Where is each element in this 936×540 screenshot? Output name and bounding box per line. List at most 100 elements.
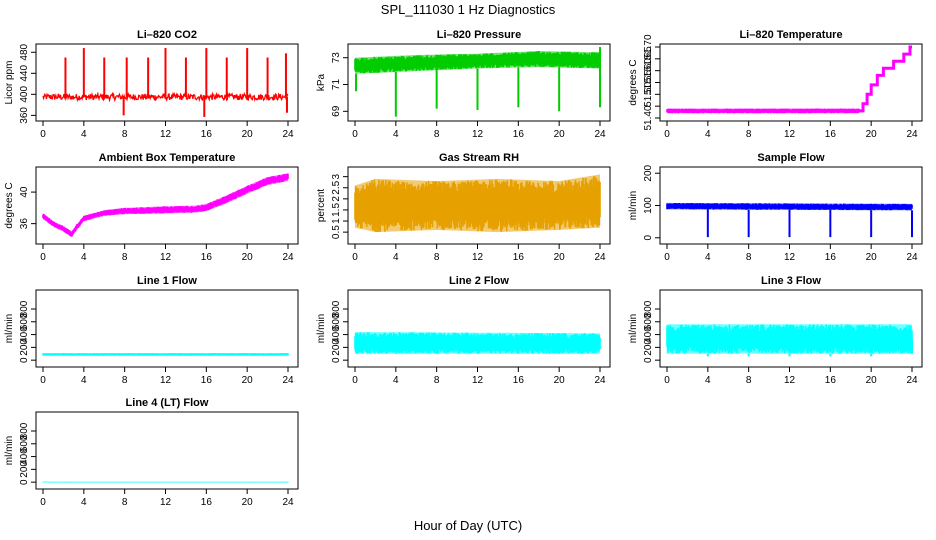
y-tick-label: 69 — [331, 105, 342, 117]
panel-title: Line 4 (LT) Flow — [126, 397, 209, 409]
panel-title: Sample Flow — [757, 152, 825, 164]
x-tick-label: 0 — [352, 375, 358, 386]
y-tick-label: 800 — [643, 300, 654, 317]
y-tick-label: 200 — [643, 339, 654, 356]
x-tick-label: 0 — [40, 252, 46, 263]
x-tick-label: 16 — [513, 375, 525, 386]
y-tick-label: 2 — [331, 196, 342, 202]
x-tick-label: 16 — [825, 129, 837, 140]
x-tick-label: 12 — [472, 129, 484, 140]
y-axis-label: kPa — [316, 73, 327, 91]
y-axis-label: Licor ppm — [4, 61, 15, 105]
y-tick-label: 600 — [331, 313, 342, 330]
panel-5: Sample Flow ml/min 0 4 8 12 16 20 24 0 100 200 — [628, 152, 923, 263]
series-band-fill — [43, 173, 288, 238]
x-tick-label: 20 — [242, 129, 254, 140]
x-tick-label: 8 — [434, 252, 440, 263]
panel-title: Ambient Box Temperature — [99, 152, 236, 164]
y-tick-label: 360 — [19, 107, 30, 124]
series-band-fill — [667, 202, 912, 211]
y-axis-label: percent — [316, 189, 327, 223]
series-steps — [858, 45, 912, 113]
x-tick-label: 12 — [784, 375, 796, 386]
x-tick-label: 16 — [825, 375, 837, 386]
y-tick-label: 51.40 — [643, 105, 654, 130]
y-tick-label: 100 — [643, 197, 654, 214]
x-tick-label: 16 — [513, 252, 525, 263]
x-tick-label: 16 — [201, 497, 213, 508]
y-tick-label: 40 — [19, 186, 30, 198]
x-tick-label: 24 — [282, 375, 294, 386]
panel-title: Line 2 Flow — [449, 275, 509, 287]
series-band — [42, 173, 289, 237]
y-tick-label: 1 — [331, 218, 342, 224]
series-band-fill — [43, 481, 288, 483]
x-tick-label: 4 — [81, 252, 87, 263]
x-tick-label: 0 — [664, 129, 670, 140]
x-tick-label: 8 — [122, 129, 128, 140]
x-tick-label: 4 — [705, 129, 711, 140]
series-band-fill — [667, 108, 859, 114]
y-tick-label: 1.5 — [331, 203, 342, 217]
y-axis-label: ml/min — [4, 314, 15, 343]
plot-frame — [35, 411, 299, 490]
x-tick-label: 24 — [906, 252, 918, 263]
x-tick-label: 12 — [160, 252, 172, 263]
y-tick-label: 600 — [19, 313, 30, 330]
x-tick-label: 12 — [160, 497, 172, 508]
x-tick-label: 20 — [554, 252, 566, 263]
y-tick-label: 400 — [643, 326, 654, 343]
panel-4: Gas Stream RH percent 0 4 8 12 16 20 24 0.511.52 2… — [316, 152, 611, 263]
panel-title: Li–820 CO2 — [137, 29, 197, 41]
x-tick-label: 12 — [160, 375, 172, 386]
x-tick-label: 4 — [393, 252, 399, 263]
series-band-fill — [355, 51, 600, 74]
panel-2: Li–820 Temperature degrees C 0 4 8 12 16 20 24 51… — [628, 29, 923, 140]
x-tick-label: 20 — [242, 375, 254, 386]
y-tick-label: 0 — [331, 357, 342, 363]
x-tick-label: 20 — [866, 375, 878, 386]
x-tick-label: 24 — [594, 129, 606, 140]
x-axis-title: Hour of Day (UTC) — [413, 518, 523, 533]
x-tick-label: 8 — [434, 375, 440, 386]
x-tick-label: 4 — [705, 252, 711, 263]
y-tick-label: 200 — [19, 461, 30, 478]
panel-title: Li–820 Pressure — [437, 29, 521, 41]
panel-0: Li–820 CO2 Licor ppm 0 4 8 12 16 20 24 360 400 440 4… — [4, 29, 299, 140]
x-tick-label: 24 — [906, 375, 918, 386]
y-tick-label: 200 — [643, 164, 654, 181]
x-tick-label: 8 — [122, 375, 128, 386]
x-tick-label: 12 — [472, 375, 484, 386]
x-tick-label: 0 — [352, 252, 358, 263]
y-tick-label: 51.65 — [643, 46, 654, 71]
y-tick-label: 800 — [331, 300, 342, 317]
x-tick-label: 0 — [40, 129, 46, 140]
y-tick-label: 200 — [331, 339, 342, 356]
x-tick-label: 24 — [594, 375, 606, 386]
y-tick-label: 0.5 — [331, 225, 342, 239]
x-tick-label: 16 — [201, 252, 213, 263]
y-axis-label: degrees C — [4, 182, 15, 228]
y-tick-label: 400 — [19, 86, 30, 103]
y-tick-label: 2.5 — [331, 180, 342, 194]
x-tick-label: 12 — [472, 252, 484, 263]
plot-frame — [347, 289, 611, 368]
y-axis-label: ml/min — [316, 314, 327, 343]
x-tick-label: 8 — [434, 129, 440, 140]
x-tick-label: 4 — [81, 129, 87, 140]
y-tick-label: 0 — [19, 479, 30, 485]
y-tick-label: 0 — [643, 357, 654, 363]
series-band-fill — [43, 353, 288, 356]
x-tick-label: 16 — [201, 129, 213, 140]
y-tick-label: 51.60 — [643, 58, 654, 83]
x-tick-label: 8 — [746, 129, 752, 140]
x-tick-label: 24 — [594, 252, 606, 263]
y-tick-label: 51.55 — [643, 70, 654, 95]
x-tick-label: 24 — [906, 129, 918, 140]
y-axis-label: ml/min — [628, 191, 639, 220]
panel-title: Line 3 Flow — [761, 275, 821, 287]
x-tick-label: 24 — [282, 252, 294, 263]
x-tick-label: 24 — [282, 497, 294, 508]
